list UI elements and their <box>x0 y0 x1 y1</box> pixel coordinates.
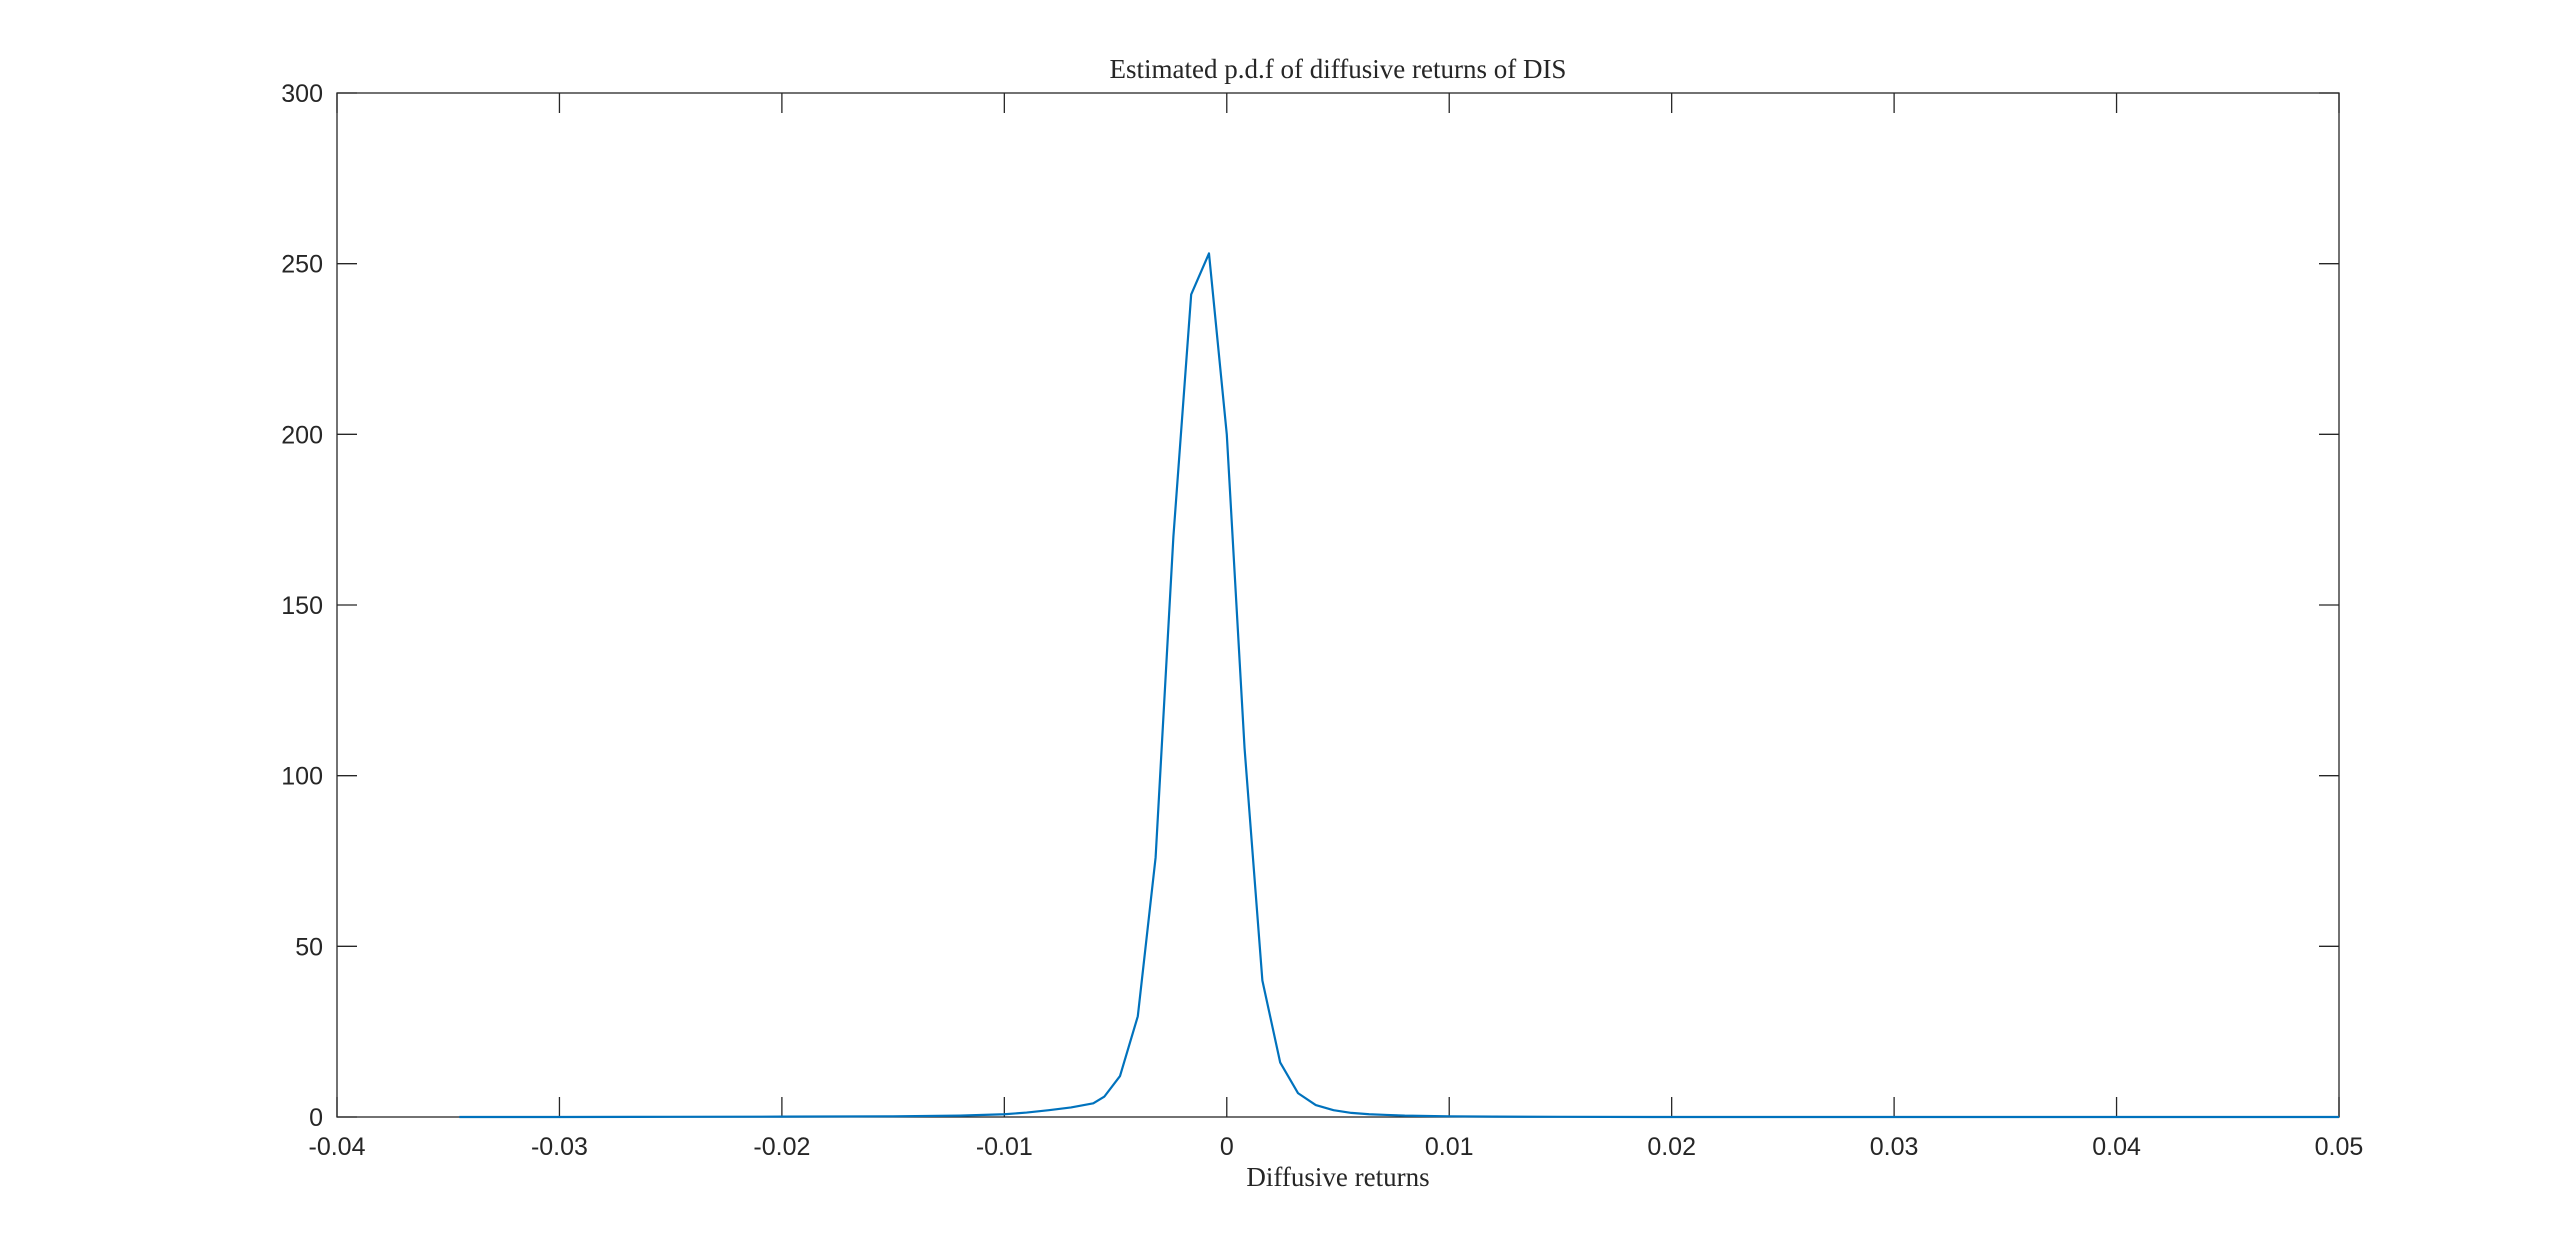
tick-marks <box>336 92 2340 1118</box>
x-tick-label: 0.03 <box>1870 1133 1919 1161</box>
x-tick-label: 0.05 <box>2315 1133 2364 1161</box>
tick-labels: -0.04 -0.03 -0.02 -0.01 0 0.01 0.02 0.03 0.04 0.0… <box>281 80 2363 1161</box>
x-tick-label: -0.01 <box>976 1133 1033 1161</box>
x-tick-label: 0.01 <box>1425 1133 1474 1161</box>
x-tick-label: 0.02 <box>1647 1133 1696 1161</box>
x-tick-label: -0.04 <box>309 1133 366 1161</box>
series-layer <box>459 252 2339 1119</box>
y-tick-label: 250 <box>281 251 323 279</box>
y-tick-label: 0 <box>309 1104 323 1132</box>
x-tick-label: 0.04 <box>2092 1133 2141 1161</box>
plot-frame <box>336 92 2340 1118</box>
y-tick-label: 200 <box>281 421 323 449</box>
x-tick-label: -0.02 <box>753 1133 810 1161</box>
y-tick-label: 100 <box>281 763 323 791</box>
x-tick-label: -0.03 <box>531 1133 588 1161</box>
x-axis-label: Diffusive returns <box>1246 1162 1429 1192</box>
series-line-0 <box>459 252 2339 1119</box>
axes <box>336 92 2340 1118</box>
y-tick-label: 300 <box>281 80 323 108</box>
chart-title: Estimated p.d.f of diffusive returns of … <box>1110 54 1567 84</box>
y-tick-label: 50 <box>295 933 323 961</box>
x-tick-label: 0 <box>1220 1133 1234 1161</box>
y-tick-label: 150 <box>281 592 323 620</box>
